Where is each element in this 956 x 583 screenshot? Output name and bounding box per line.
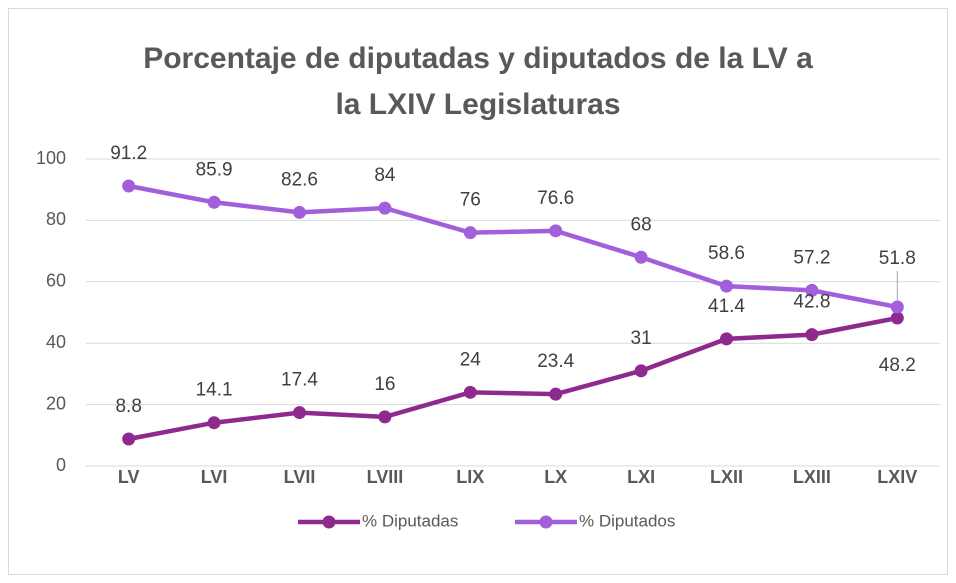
legend-label: % Diputadas: [362, 511, 458, 530]
y-tick-label: 0: [56, 455, 66, 475]
x-tick-label: LVI: [201, 467, 228, 487]
data-point: [463, 226, 477, 240]
x-tick-label: LVIII: [367, 467, 404, 487]
data-point: [122, 432, 136, 446]
data-point: [634, 250, 648, 264]
y-tick-label: 20: [46, 393, 66, 413]
data-point: [890, 311, 904, 325]
x-tick-label: LVII: [284, 467, 316, 487]
x-tick-label: LIX: [456, 467, 484, 487]
x-tick-label: LXIV: [877, 467, 917, 487]
legend-marker: [539, 515, 553, 529]
data-label: 31: [631, 328, 652, 349]
chart-title: la LXIV Legislaturas: [335, 88, 620, 121]
data-point: [549, 224, 563, 238]
data-point: [890, 300, 904, 314]
data-label: 76.6: [537, 188, 574, 209]
data-point: [207, 416, 221, 430]
data-point: [207, 195, 221, 209]
data-point: [463, 385, 477, 399]
x-tick-label: LX: [544, 467, 567, 487]
data-point: [293, 205, 306, 219]
data-point: [720, 332, 733, 346]
data-point: [634, 364, 648, 378]
data-label: 24: [460, 349, 482, 370]
y-tick-label: 80: [46, 209, 66, 229]
data-label: 17.4: [281, 370, 318, 391]
data-label: 42.8: [793, 292, 830, 313]
data-label: 51.8: [879, 248, 916, 269]
data-label: 76: [460, 190, 481, 211]
data-label: 57.2: [793, 247, 830, 268]
data-point: [720, 279, 733, 293]
data-point: [805, 328, 819, 342]
data-point: [378, 201, 392, 215]
data-label: 82.6: [281, 169, 318, 190]
series-line: [128, 183, 898, 310]
data-label: 41.4: [708, 296, 745, 317]
x-tick-label: LXII: [710, 467, 743, 487]
data-label: 8.8: [115, 396, 141, 417]
legend-marker: [322, 515, 336, 529]
data-label: 58.6: [708, 243, 745, 264]
x-tick-label: LXIII: [793, 467, 831, 487]
data-point: [378, 410, 392, 424]
series-line: [128, 315, 898, 442]
y-tick-label: 100: [36, 148, 66, 168]
data-label: 48.2: [879, 355, 916, 376]
data-label: 23.4: [537, 351, 574, 372]
data-point: [549, 387, 563, 401]
data-label: 68: [631, 214, 652, 235]
x-tick-label: LV: [118, 467, 140, 487]
data-label: 91.2: [110, 143, 147, 164]
data-point: [293, 406, 306, 420]
x-tick-label: LXI: [627, 467, 655, 487]
chart-title: Porcentaje de diputadas y diputados de l…: [143, 42, 813, 75]
data-point: [122, 179, 136, 193]
data-label: 84: [374, 165, 396, 186]
y-tick-label: 60: [46, 271, 66, 291]
data-label: 85.9: [196, 159, 233, 180]
data-point: [805, 283, 819, 297]
y-tick-label: 40: [46, 332, 66, 352]
data-label: 16: [374, 374, 395, 395]
legend-label: % Diputados: [579, 511, 675, 530]
data-label: 14.1: [196, 380, 233, 401]
